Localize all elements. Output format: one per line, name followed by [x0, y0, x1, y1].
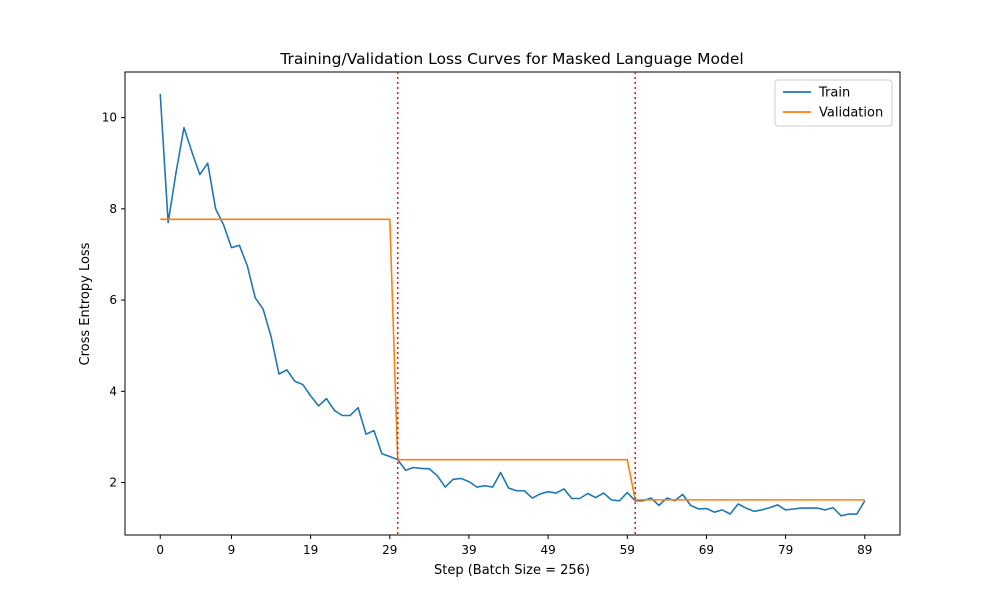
x-tick-label: 9: [228, 543, 236, 557]
x-tick-label: 0: [156, 543, 164, 557]
y-tick-label: 8: [109, 202, 117, 216]
y-tick-label: 10: [102, 111, 117, 125]
series-line-validation: [160, 218, 865, 501]
plot-area: 0 9 19 29 39 49 59 69 79 89 2 4 6 8 10: [102, 71, 901, 557]
legend-label-validation: Validation: [819, 106, 883, 121]
x-tick-label: 59: [620, 543, 635, 557]
x-tick-label: 69: [699, 543, 714, 557]
legend: Train Validation: [774, 79, 893, 127]
x-tick-label: 79: [778, 543, 793, 557]
series-line-train: [159, 93, 866, 517]
plot-frame: [124, 71, 901, 536]
x-tick-label: 39: [461, 543, 476, 557]
x-tick-label: 89: [857, 543, 872, 557]
chart-title: Training/Validation Loss Curves for Mask…: [279, 50, 743, 68]
y-axis-label: Cross Entropy Loss: [78, 242, 93, 365]
x-axis-label: Step (Batch Size = 256): [434, 563, 590, 578]
y-tick-label: 4: [109, 384, 117, 398]
x-tick-label: 19: [303, 543, 318, 557]
x-tick-label: 29: [382, 543, 397, 557]
legend-label-train: Train: [818, 86, 850, 101]
y-tick-label: 2: [109, 476, 117, 490]
y-tick-label: 6: [109, 293, 117, 307]
x-tick-label: 49: [540, 543, 555, 557]
